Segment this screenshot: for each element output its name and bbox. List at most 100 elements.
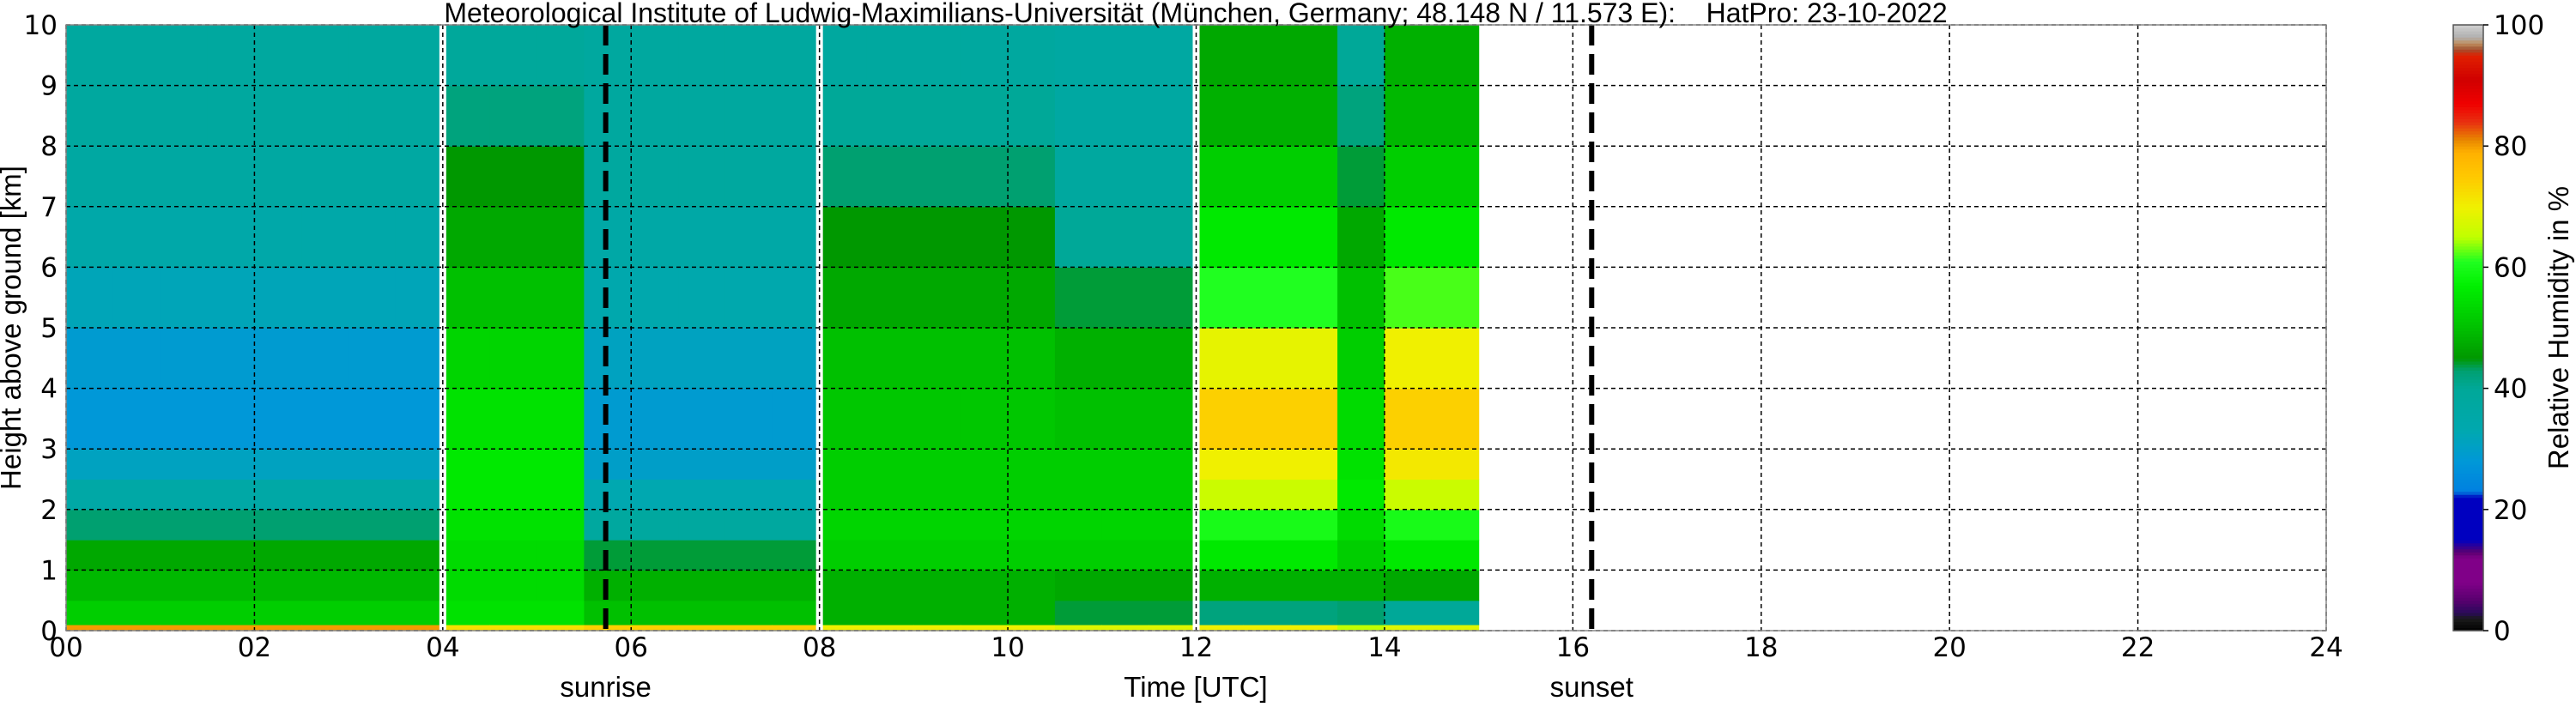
- heatmap-cell: [395, 25, 444, 87]
- heatmap-cell: [1149, 624, 1197, 631]
- colorbar-segment: [2453, 382, 2483, 386]
- heatmap-cell: [772, 600, 821, 625]
- heatmap-cell: [349, 25, 397, 87]
- heatmap-cell: [913, 267, 961, 329]
- heatmap-cell: [1243, 600, 1291, 625]
- colorbar-segment: [2453, 618, 2483, 623]
- heatmap-cell: [1384, 25, 1433, 87]
- colorbar-segment: [2453, 475, 2483, 480]
- heatmap-cell: [66, 388, 114, 450]
- heatmap-cell: [160, 267, 209, 329]
- colorbar-segment: [2453, 321, 2483, 326]
- y-tick-label: 1: [40, 555, 58, 586]
- heatmap-cell: [1290, 509, 1338, 541]
- heatmap-cell: [1384, 509, 1433, 541]
- heatmap-cell: [819, 25, 868, 87]
- heatmap-cell: [1337, 479, 1385, 511]
- colorbar-segment: [2453, 215, 2483, 220]
- heatmap-cell: [254, 624, 302, 631]
- colorbar-segment: [2453, 376, 2483, 380]
- heatmap-cell: [442, 85, 491, 147]
- heatmap-cell: [1431, 388, 1480, 450]
- heatmap-cell: [913, 600, 961, 625]
- colorbar-segment: [2453, 591, 2483, 595]
- heatmap-cell: [772, 570, 821, 601]
- heatmap-cell: [1243, 206, 1291, 268]
- heatmap-cell: [961, 540, 1009, 571]
- heatmap-cell: [772, 449, 821, 480]
- colorbar-segment: [2453, 45, 2483, 50]
- heatmap-cell: [112, 146, 161, 208]
- heatmap-cell: [536, 388, 585, 450]
- heatmap-cell: [207, 540, 256, 571]
- heatmap-cell: [1008, 600, 1056, 625]
- colorbar-segment: [2453, 366, 2483, 372]
- heatmap-cell: [489, 206, 538, 268]
- heatmap-cell: [66, 479, 114, 511]
- heatmap-cell: [772, 479, 821, 511]
- heatmap-cell: [536, 600, 585, 625]
- colorbar-segment: [2453, 294, 2483, 299]
- colorbar-segment: [2453, 172, 2483, 178]
- heatmap-cell: [1196, 267, 1244, 329]
- heatmap-cell: [160, 479, 209, 511]
- heatmap-cell: [631, 624, 679, 631]
- y-axis-label: Height above ground [km]: [0, 166, 27, 490]
- heatmap-cell: [1054, 509, 1103, 541]
- heatmap-cell: [160, 25, 209, 87]
- heatmap-cell: [819, 328, 868, 390]
- colorbar-segment: [2453, 527, 2483, 532]
- colorbar-segment: [2453, 409, 2483, 414]
- heatmap-cell: [207, 388, 256, 450]
- heatmap-cell: [1290, 540, 1338, 571]
- colorbar-segment: [2453, 312, 2483, 317]
- colorbar-segment: [2453, 494, 2483, 499]
- colorbar-segment: [2453, 106, 2483, 111]
- heatmap-cell: [395, 388, 444, 450]
- colorbar-segment: [2453, 354, 2483, 359]
- heatmap-cell: [1101, 509, 1150, 541]
- colorbar-segment: [2453, 43, 2483, 47]
- heatmap-cell: [1054, 25, 1103, 87]
- heatmap-cell: [1243, 540, 1291, 571]
- heatmap-cell: [1384, 570, 1433, 601]
- heatmap-cell: [349, 509, 397, 541]
- colorbar-segment: [2453, 467, 2483, 471]
- heatmap-cells: [66, 25, 1480, 631]
- heatmap-cell: [866, 388, 914, 450]
- heatmap-cell: [866, 85, 914, 147]
- heatmap-cell: [1196, 449, 1244, 480]
- colorbar-segment: [2453, 585, 2483, 589]
- colorbar-segment: [2453, 570, 2483, 574]
- heatmap-cell: [866, 267, 914, 329]
- colorbar-segment: [2453, 94, 2483, 99]
- heatmap-cell: [349, 85, 397, 147]
- heatmap-cell: [961, 449, 1009, 480]
- heatmap-cell: [395, 146, 444, 208]
- heatmap-cell: [1337, 449, 1385, 480]
- colorbar-segment: [2453, 364, 2483, 368]
- heatmap-cell: [301, 600, 349, 625]
- colorbar-segment: [2453, 251, 2483, 256]
- heatmap-cell: [1431, 479, 1480, 511]
- heatmap-cell: [1431, 570, 1480, 601]
- colorbar-segment: [2453, 275, 2483, 281]
- heatmap-cell: [349, 624, 397, 631]
- colorbar-segment: [2453, 352, 2483, 356]
- heatmap-cell: [349, 600, 397, 625]
- heatmap-cell: [724, 25, 773, 87]
- heatmap-cell: [631, 600, 679, 625]
- x-tick-label: 04: [426, 632, 459, 663]
- heatmap-cell: [1384, 624, 1433, 631]
- heatmap-cell: [395, 267, 444, 329]
- heatmap-cell: [913, 509, 961, 541]
- heatmap-cell: [913, 85, 961, 147]
- colorbar-segment: [2453, 140, 2483, 144]
- colorbar-segment: [2453, 469, 2483, 474]
- colorbar-segment: [2453, 560, 2483, 565]
- heatmap-cell: [1054, 328, 1103, 390]
- heatmap-cell: [772, 206, 821, 268]
- colorbar-segment: [2453, 100, 2483, 105]
- heatmap-cell: [866, 540, 914, 571]
- heatmap-cell: [1243, 624, 1291, 631]
